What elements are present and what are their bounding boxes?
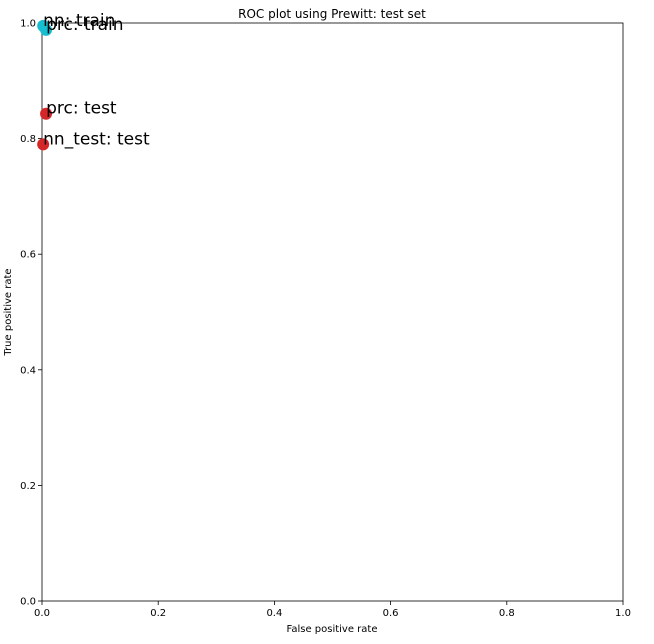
- data-point-label: prc: train: [46, 15, 123, 35]
- y-tick-label: 0.6: [20, 250, 36, 261]
- x-axis-label: False positive rate: [287, 624, 378, 635]
- y-axis: 0.0 0.2 0.4 0.6 0.8 1.0: [20, 19, 42, 608]
- y-tick-label: 0.0: [20, 597, 36, 608]
- y-tick-label: 0.4: [20, 365, 36, 376]
- x-tick-label: 0.2: [150, 608, 166, 619]
- data-point: [37, 138, 50, 151]
- chart-title: ROC plot using Prewitt: test set: [238, 7, 426, 21]
- y-tick-label: 1.0: [20, 19, 36, 30]
- data-point-label: prc: test: [46, 99, 117, 119]
- x-tick-label: 0.4: [266, 608, 282, 619]
- x-tick-label: 0.6: [383, 608, 399, 619]
- data-point-label: nn: train: [43, 11, 115, 31]
- y-tick-label: 0.2: [20, 481, 36, 492]
- x-tick-label: 1.0: [615, 608, 631, 619]
- data-points: [37, 19, 53, 151]
- data-point: [40, 107, 53, 120]
- x-tick-label: 0.0: [34, 608, 50, 619]
- plot-area: [41, 22, 624, 602]
- data-point-label: nn_test: test: [43, 129, 150, 149]
- data-point: [40, 23, 53, 36]
- x-tick-label: 0.8: [499, 608, 515, 619]
- y-axis-label: True positive rate: [3, 268, 14, 356]
- y-tick-label: 0.8: [20, 134, 36, 145]
- plot-frame: [41, 22, 624, 602]
- x-axis: 0.0 0.2 0.4 0.6 0.8 1.0: [34, 601, 631, 619]
